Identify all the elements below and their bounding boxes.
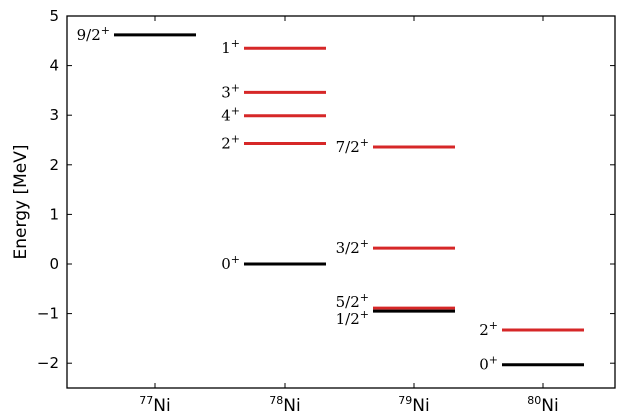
x-category-label: 79Ni <box>398 394 429 413</box>
energy-level-label: 3+ <box>221 81 240 101</box>
energy-level-label: 2+ <box>221 132 240 152</box>
x-category-label: 78Ni <box>269 394 300 413</box>
mass-number: 80 <box>527 394 541 407</box>
y-axis-label: Energy [MeV] <box>11 145 31 260</box>
energy-level-label: 0+ <box>221 253 240 273</box>
energy-level-label: 9/2+ <box>77 24 110 44</box>
y-tick-label: 5 <box>49 7 59 25</box>
energy-level-label: 2+ <box>479 319 498 339</box>
y-tick-label: 0 <box>49 255 59 273</box>
element-symbol: Ni <box>541 396 558 413</box>
plot-frame <box>66 15 616 389</box>
x-category-label: 77Ni <box>139 394 170 413</box>
energy-level-label: 1+ <box>221 37 240 57</box>
y-tick-label: 1 <box>49 205 59 223</box>
element-symbol: Ni <box>283 396 300 413</box>
mass-number: 79 <box>398 394 412 407</box>
energy-level-label: 5/2+ <box>336 291 369 311</box>
energy-level-label: 7/2+ <box>336 136 369 156</box>
element-symbol: Ni <box>412 396 429 413</box>
y-tick-label: −1 <box>37 305 59 323</box>
y-tick-label: 3 <box>49 106 59 124</box>
mass-number: 78 <box>269 394 283 407</box>
y-tick-label: 4 <box>49 57 59 75</box>
x-category-label: 80Ni <box>527 394 558 413</box>
energy-level-label: 3/2+ <box>336 237 369 257</box>
y-tick-label: −2 <box>37 354 59 372</box>
y-tick-label: 2 <box>49 156 59 174</box>
energy-level-label: 1/2+ <box>336 308 369 328</box>
energy-level-label: 4+ <box>221 105 240 125</box>
energy-level-label: 0+ <box>479 354 498 374</box>
mass-number: 77 <box>139 394 153 407</box>
element-symbol: Ni <box>153 396 170 413</box>
